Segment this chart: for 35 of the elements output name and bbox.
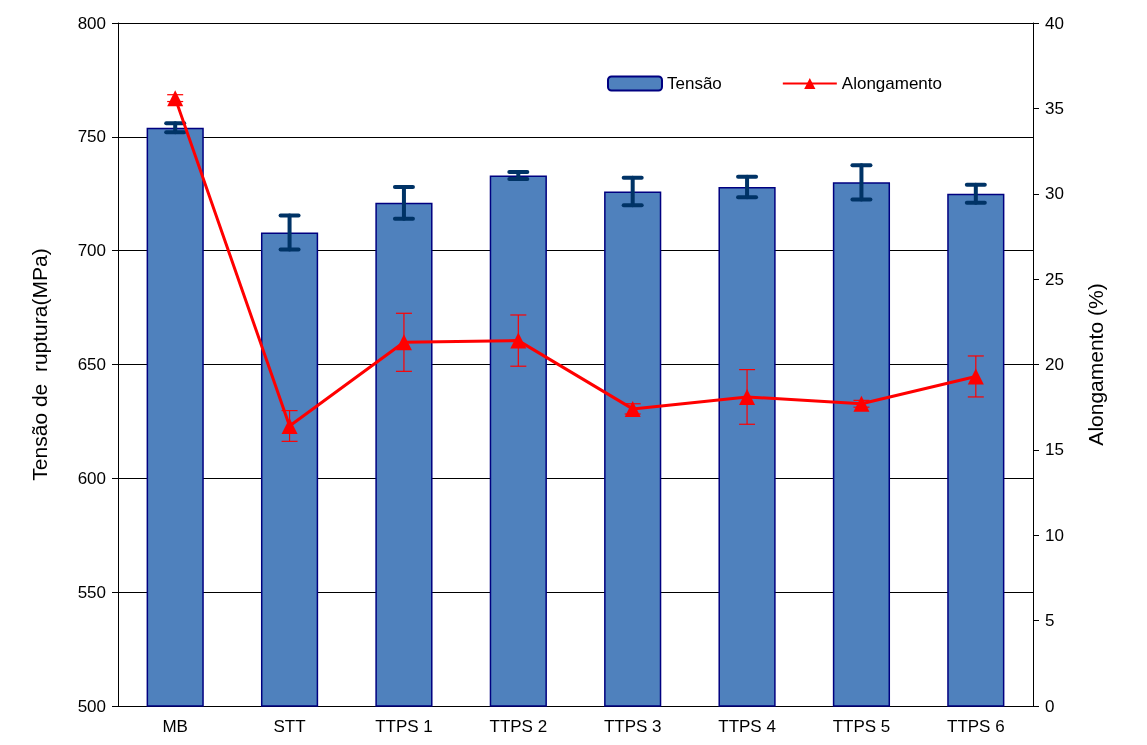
y2-axis-title: Alongamento (%)	[1084, 283, 1107, 446]
point	[967, 368, 984, 385]
y-tick-label: 800	[77, 13, 106, 33]
point	[853, 395, 870, 412]
y2-tick-label: 15	[1045, 440, 1064, 460]
y-tick-label: 500	[77, 696, 106, 716]
y-axis-title: Tensão de ruptura(MPa)	[28, 248, 51, 481]
x-tick-label: STT	[273, 717, 306, 736]
x-tick-label: TTPS 1	[375, 717, 433, 736]
point	[167, 90, 184, 107]
y2-tick-label: 25	[1045, 269, 1064, 289]
x-tick-label: TTPS 5	[832, 717, 891, 736]
y2-tick-label: 20	[1045, 355, 1064, 374]
x-tick-label: MB	[162, 717, 188, 736]
y-tick-label: 650	[77, 355, 106, 374]
point	[281, 417, 298, 434]
y2-tick-label: 0	[1045, 696, 1055, 716]
y2-tick-label: 10	[1045, 525, 1064, 545]
y-tick-label: 600	[77, 468, 106, 488]
y-tick-label: 550	[77, 582, 106, 602]
legend-label: Tensão	[667, 74, 722, 93]
y2-tick-label: 35	[1045, 98, 1064, 118]
y2-tick-label: 40	[1045, 13, 1064, 33]
y2-tick-label: 5	[1045, 611, 1055, 631]
legend-label: Alongamento	[841, 74, 943, 93]
point	[739, 388, 756, 405]
y-tick-label: 750	[77, 127, 106, 147]
x-tick-label: TTPS 4	[718, 717, 776, 736]
point	[510, 332, 527, 349]
y2-tick-label: 30	[1045, 184, 1064, 204]
x-tick-label: TTPS 6	[947, 717, 1005, 736]
x-tick-label: TTPS 3	[603, 717, 662, 736]
point	[395, 334, 412, 351]
y-tick-label: 700	[77, 241, 106, 261]
x-tick-label: TTPS 2	[489, 717, 548, 736]
